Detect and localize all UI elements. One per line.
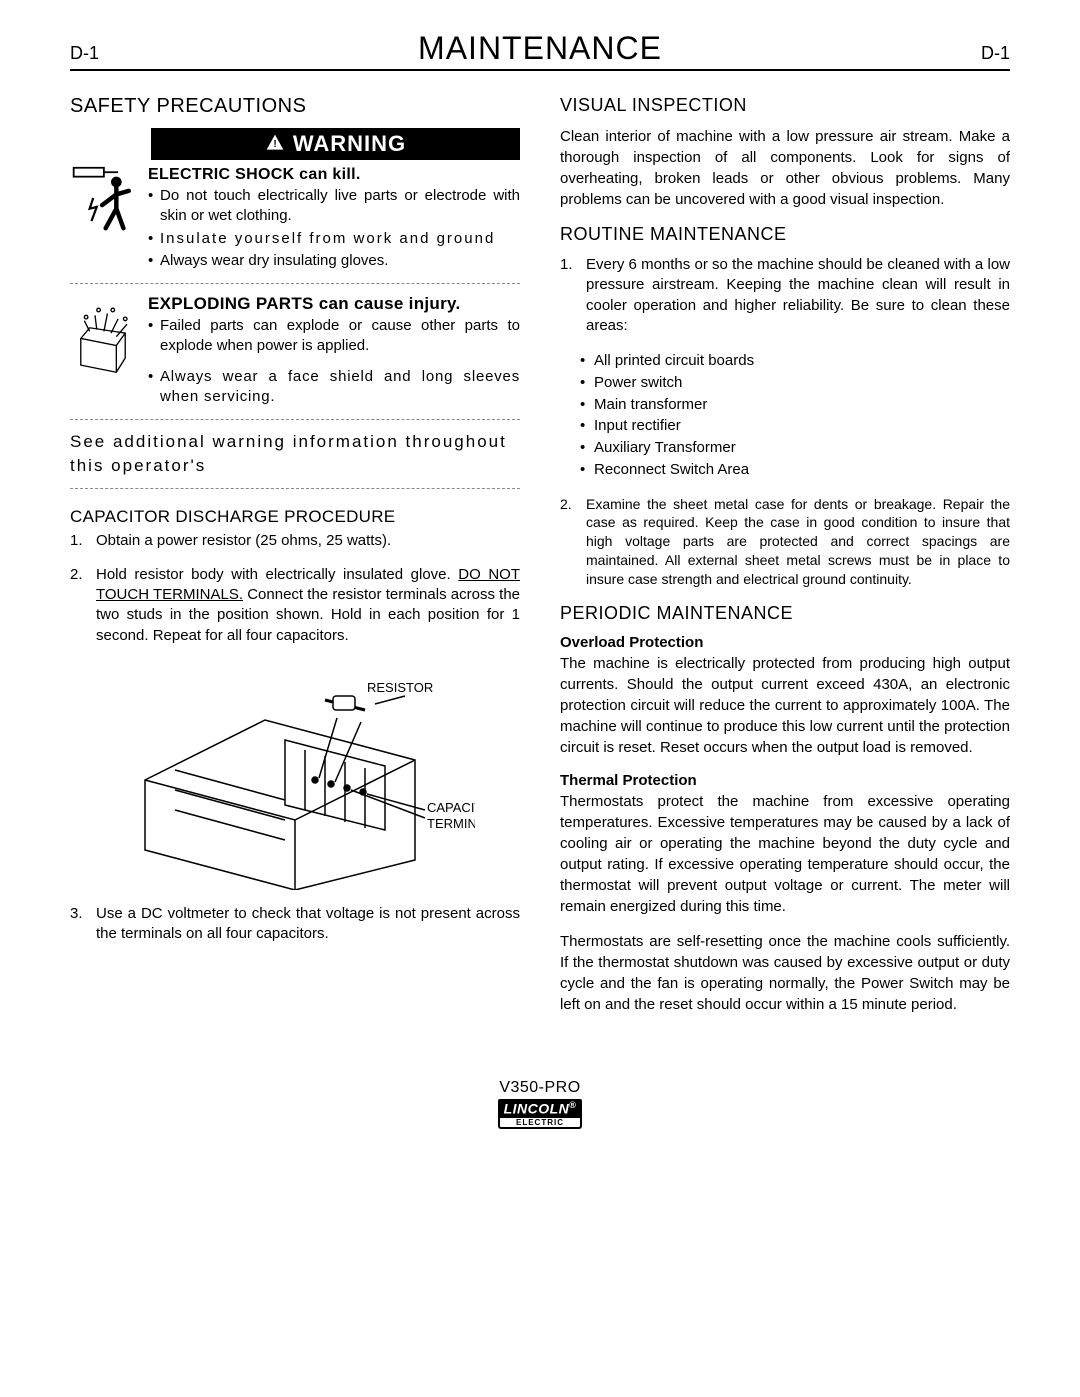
capacitor-discharge-heading: CAPACITOR DISCHARGE PROCEDURE bbox=[70, 507, 520, 527]
explode-bullet-2: Always wear a face shield and long sleev… bbox=[148, 367, 520, 408]
electric-shock-bullets: Do not touch electrically live parts or … bbox=[148, 186, 520, 271]
model-number: V350-PRO bbox=[70, 1079, 1010, 1097]
separator bbox=[70, 283, 520, 284]
lincoln-electric-logo: LINCOLN® ELECTRIC bbox=[498, 1099, 583, 1129]
clean-areas-list: All printed circuit boards Power switch … bbox=[560, 350, 1010, 481]
clean-item-f: Reconnect Switch Area bbox=[580, 459, 1010, 481]
exploding-parts-bullets: Failed parts can explode or cause other … bbox=[148, 316, 520, 407]
thermal-protection-para-1: Thermostats protect the machine from exc… bbox=[560, 791, 1010, 917]
visual-inspection-heading: VISUAL INSPECTION bbox=[560, 95, 1010, 116]
logo-brand-top: LINCOLN® bbox=[498, 1099, 583, 1118]
resistor-label: RESISTOR bbox=[367, 680, 433, 695]
content-columns: SAFETY PRECAUTIONS ! WARNING ELECTRIC SH… bbox=[70, 91, 1010, 1029]
routine-item-1: Every 6 months or so the machine should … bbox=[560, 255, 1010, 336]
explode-bullet-1: Failed parts can explode or cause other … bbox=[148, 316, 520, 357]
clean-item-b: Power switch bbox=[580, 372, 1010, 394]
separator bbox=[70, 419, 520, 420]
left-column: SAFETY PRECAUTIONS ! WARNING ELECTRIC SH… bbox=[70, 91, 520, 1029]
routine-item-2: Examine the sheet metal case for dents o… bbox=[560, 495, 1010, 589]
capacitor-discharge-list: Obtain a power resistor (25 ohms, 25 wat… bbox=[70, 531, 520, 646]
cap-step-2: Hold resistor body with electrically ins… bbox=[70, 565, 520, 646]
exploding-parts-body: EXPLODING PARTS can cause injury. Failed… bbox=[148, 294, 520, 409]
additional-warning-note: See additional warning information throu… bbox=[70, 430, 520, 478]
right-column: VISUAL INSPECTION Clean interior of mach… bbox=[560, 91, 1010, 1029]
logo-brand-bottom: ELECTRIC bbox=[498, 1118, 583, 1129]
electric-shock-hazard: ELECTRIC SHOCK can kill. Do not touch el… bbox=[70, 166, 520, 273]
clean-item-d: Input rectifier bbox=[580, 415, 1010, 437]
warning-label: WARNING bbox=[293, 131, 406, 157]
warning-triangle-icon: ! bbox=[265, 133, 285, 156]
shock-bullet-2: Insulate yourself from work and ground bbox=[148, 229, 520, 249]
exploding-parts-title: EXPLODING PARTS can cause injury. bbox=[148, 294, 520, 314]
separator bbox=[70, 488, 520, 489]
exploding-parts-icon bbox=[70, 294, 136, 374]
periodic-maintenance-heading: PERIODIC MAINTENANCE bbox=[560, 603, 1010, 624]
exploding-parts-hazard: EXPLODING PARTS can cause injury. Failed… bbox=[70, 294, 520, 409]
page-number-right: D-1 bbox=[981, 43, 1010, 64]
electric-shock-icon bbox=[70, 166, 136, 246]
overload-protection-heading: Overload Protection bbox=[560, 634, 1010, 651]
electric-shock-body: ELECTRIC SHOCK can kill. Do not touch el… bbox=[148, 166, 520, 273]
page-header: D-1 MAINTENANCE D-1 bbox=[70, 30, 1010, 71]
electric-shock-title: ELECTRIC SHOCK can kill. bbox=[148, 166, 520, 184]
shock-bullet-1: Do not touch electrically live parts or … bbox=[148, 186, 520, 227]
svg-text:!: ! bbox=[273, 139, 276, 150]
thermal-protection-para-2: Thermostats are self-resetting once the … bbox=[560, 931, 1010, 1015]
capacitor-label-2: TERMINALS bbox=[427, 816, 475, 831]
capacitor-discharge-list-2: Use a DC voltmeter to check that voltage… bbox=[70, 904, 520, 945]
shock-bullet-3: Always wear dry insulating gloves. bbox=[148, 251, 520, 271]
clean-item-a: All printed circuit boards bbox=[580, 350, 1010, 372]
cap-step-2a: Hold resistor body with electrically ins… bbox=[96, 566, 458, 583]
routine-maintenance-heading: ROUTINE MAINTENANCE bbox=[560, 224, 1010, 245]
safety-precautions-heading: SAFETY PRECAUTIONS bbox=[70, 95, 520, 118]
warning-banner: ! WARNING bbox=[151, 128, 520, 160]
thermal-protection-heading: Thermal Protection bbox=[560, 772, 1010, 789]
cap-step-1: Obtain a power resistor (25 ohms, 25 wat… bbox=[70, 531, 520, 551]
page-number-left: D-1 bbox=[70, 43, 99, 64]
routine-list-2: Examine the sheet metal case for dents o… bbox=[560, 495, 1010, 589]
capacitor-label-1: CAPACITOR bbox=[427, 800, 475, 815]
routine-list: Every 6 months or so the machine should … bbox=[560, 255, 1010, 336]
page-footer: V350-PRO LINCOLN® ELECTRIC bbox=[70, 1079, 1010, 1130]
overload-protection-para: The machine is electrically protected fr… bbox=[560, 653, 1010, 758]
cap-step-3: Use a DC voltmeter to check that voltage… bbox=[70, 904, 520, 945]
page-title: MAINTENANCE bbox=[418, 30, 662, 67]
clean-item-e: Auxiliary Transformer bbox=[580, 437, 1010, 459]
clean-item-c: Main transformer bbox=[580, 394, 1010, 416]
capacitor-figure: RESISTOR CAPACITOR TERMINALS bbox=[70, 660, 520, 890]
visual-inspection-para: Clean interior of machine with a low pre… bbox=[560, 126, 1010, 210]
